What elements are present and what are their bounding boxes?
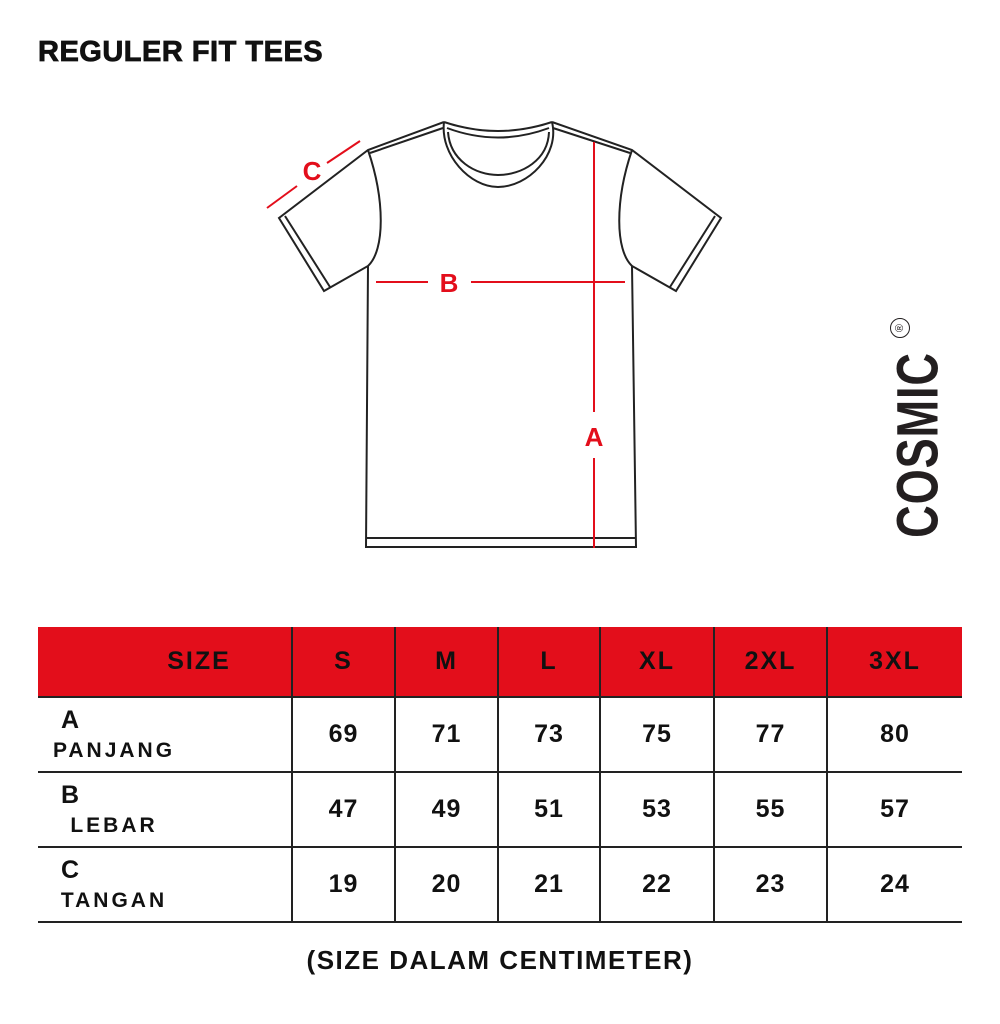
table-header-row: SIZE S M L XL 2XL 3XL <box>38 627 962 697</box>
cell: 69 <box>291 696 395 772</box>
row-name: LEBAR <box>70 813 158 837</box>
cell: 19 <box>291 846 395 923</box>
row-letter: A <box>61 705 81 734</box>
tshirt-outline <box>277 121 723 548</box>
row-letter: C <box>61 855 81 884</box>
cell: 23 <box>713 846 827 923</box>
row-name: TANGAN <box>60 888 168 912</box>
cell: 73 <box>497 696 600 772</box>
measure-line-c <box>326 140 361 164</box>
label-c: C <box>303 156 322 186</box>
header-2xl: 2XL <box>713 627 827 697</box>
cell: 57 <box>826 771 962 847</box>
cell: 21 <box>497 846 600 923</box>
cell: 77 <box>713 696 827 772</box>
page-title: REGULER FIT TEES <box>38 36 324 69</box>
header-m: M <box>394 627 498 697</box>
registered-mark: ® <box>890 318 910 338</box>
row-label: B LEBAR <box>38 771 292 847</box>
label-a: A <box>585 422 604 452</box>
measure-line-c <box>266 185 298 209</box>
cell: 53 <box>599 771 714 847</box>
header-xl: XL <box>599 627 714 697</box>
cell: 22 <box>599 846 714 923</box>
table-row: B LEBAR 47 49 51 53 55 57 <box>38 771 962 847</box>
header-s: S <box>291 627 395 697</box>
row-name: PANJANG <box>52 738 176 762</box>
row-label: A PANJANG <box>38 696 292 772</box>
header-l: L <box>497 627 600 697</box>
size-table: SIZE S M L XL 2XL 3XL A PANJANG 69 71 73 … <box>38 627 962 923</box>
cell: 20 <box>394 846 498 923</box>
cell: 75 <box>599 696 714 772</box>
table-row: A PANJANG 69 71 73 75 77 80 <box>38 696 962 772</box>
cell: 51 <box>497 771 600 847</box>
header-3xl: 3XL <box>826 627 962 697</box>
header-size: SIZE <box>38 627 292 697</box>
row-letter: B <box>61 780 81 809</box>
cell: 24 <box>826 846 962 923</box>
unit-footnote: (SIZE DALAM CENTIMETER) <box>306 945 694 975</box>
cell: 47 <box>291 771 395 847</box>
label-b: B <box>440 268 459 298</box>
cell: 55 <box>713 771 827 847</box>
brand-logo: COSMIC <box>885 352 951 538</box>
row-label: C TANGAN <box>38 846 292 923</box>
cell: 49 <box>394 771 498 847</box>
measure-lines <box>266 140 625 548</box>
table-row: C TANGAN 19 20 21 22 23 24 <box>38 846 962 923</box>
tshirt-diagram: A B C <box>266 121 723 548</box>
cell: 80 <box>826 696 962 772</box>
cell: 71 <box>394 696 498 772</box>
